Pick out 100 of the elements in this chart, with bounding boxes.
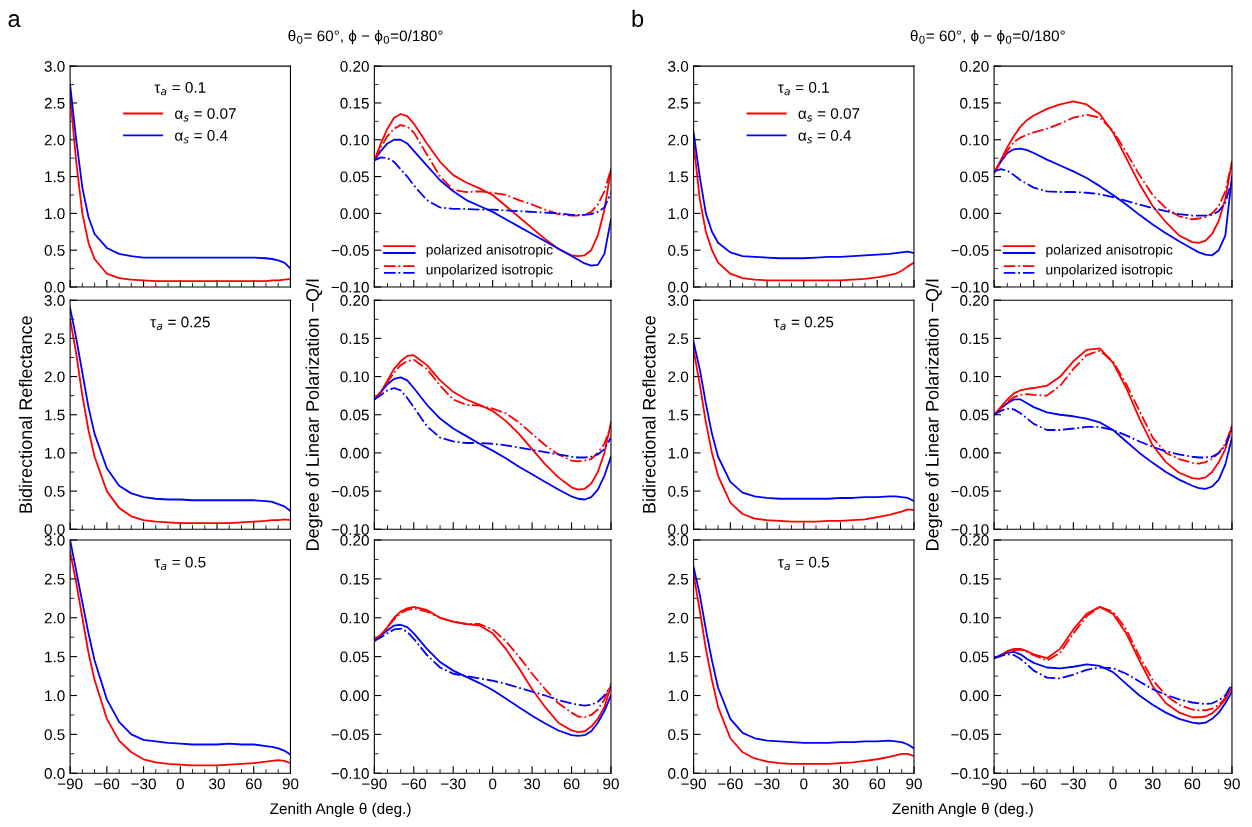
x-tick-label: −60 <box>718 778 743 790</box>
y-tick-label: 0.00 <box>960 447 989 459</box>
y-tick-label: 0.5 <box>668 245 689 256</box>
y-tick-label: 1.5 <box>668 409 689 421</box>
x-tick-label: 60 <box>869 778 886 790</box>
y-tick-label: 3.0 <box>44 61 65 72</box>
x-tick-label: −30 <box>1061 778 1086 790</box>
legend-label: polarized anisotropic <box>426 244 553 258</box>
y-tick-label: −0.05 <box>331 245 369 256</box>
y-tick-label: −0.05 <box>951 485 989 497</box>
y-tick-label: 3.0 <box>668 534 689 546</box>
y-tick-label: 0.00 <box>340 208 369 220</box>
y-tick-label: 0.0 <box>668 524 689 535</box>
y-tick-label: 2.5 <box>668 97 689 109</box>
y-tick-label: 0.10 <box>960 134 989 146</box>
y-tick-label: 1.5 <box>45 409 65 421</box>
y-tick-label: 0.20 <box>340 61 369 72</box>
x-tick-label: 90 <box>603 778 619 790</box>
y-tick-label: 0.15 <box>340 573 369 585</box>
y-tick-label: 1.0 <box>668 690 689 702</box>
y-axis-title: Degree of Linear Polarization −Q/I <box>305 279 323 550</box>
y-tick-label: 1.0 <box>668 447 689 459</box>
text: θ$_{0}$= 60°, ϕ − ϕ$_{0}$=0/180° <box>288 30 443 45</box>
y-tick-label: 0.5 <box>44 485 65 497</box>
y-axis-title: Bidirectional Reflectance <box>18 316 33 513</box>
y-tick-label: 2.5 <box>44 333 65 345</box>
x-tick-label: 90 <box>906 778 922 790</box>
y-tick-label: 3.0 <box>668 61 689 72</box>
y-tick-label: 2.5 <box>44 97 65 109</box>
legend-label: unpolarized isotropic <box>1046 264 1173 278</box>
y-tick-label: 0.05 <box>960 171 989 183</box>
y-tick-label: −0.10 <box>331 281 369 293</box>
y-tick-label: −0.05 <box>951 245 989 256</box>
x-tick-label: −30 <box>131 778 156 790</box>
x-axis-title: Zenith Angle θ (deg.) <box>892 802 1033 818</box>
x-tick-label: −90 <box>57 778 83 790</box>
y-tick-label: 2.5 <box>44 573 65 585</box>
y-axis-title: Degree of Linear Polarization −Q/I <box>925 279 943 550</box>
y-tick-label: 0.15 <box>960 573 989 585</box>
y-tick-label: 0.00 <box>960 690 989 702</box>
y-tick-label: 0.00 <box>340 447 369 459</box>
y-tick-label: 0.05 <box>960 651 989 663</box>
x-tick-label: −90 <box>681 778 706 790</box>
x-tick-label: 90 <box>1224 778 1240 790</box>
x-tick-label: −90 <box>981 778 1007 790</box>
y-tick-label: 0.15 <box>340 333 369 345</box>
text: τ$_{a}$ = 0.25 <box>150 316 210 330</box>
y-tick-label: 0.05 <box>340 651 369 663</box>
y-tick-label: 0.15 <box>960 333 989 345</box>
y-axis-title: Bidirectional Reflectance <box>642 316 656 513</box>
y-tick-label: 0.00 <box>960 208 989 220</box>
y-tick-label: 2.0 <box>44 134 65 146</box>
y-tick-label: 1.5 <box>668 651 689 663</box>
y-tick-label: 0.00 <box>340 690 369 702</box>
y-tick-label: 0.10 <box>960 612 989 624</box>
y-tick-label: 0.0 <box>44 768 65 779</box>
x-tick-label: 60 <box>563 778 580 790</box>
x-tick-label: 30 <box>832 778 849 790</box>
y-tick-label: 1.0 <box>45 447 65 459</box>
y-tick-label: −0.10 <box>951 524 989 535</box>
x-tick-label: 0 <box>489 778 497 790</box>
y-tick-label: 0.5 <box>668 729 689 741</box>
x-tick-label: 90 <box>282 778 299 790</box>
y-tick-label: 3.0 <box>668 295 689 306</box>
x-tick-label: −90 <box>362 778 387 790</box>
legend-label: α$_{s}$ = 0.07 <box>175 108 236 122</box>
x-tick-label: −60 <box>1021 778 1047 790</box>
legend-label: unpolarized isotropic <box>426 264 553 278</box>
y-tick-label: 1.5 <box>45 651 65 663</box>
x-tick-label: −30 <box>441 778 466 790</box>
y-tick-label: 0.5 <box>668 485 689 497</box>
text: a <box>8 14 21 28</box>
y-tick-label: 0.15 <box>340 97 369 109</box>
text: τ$_{a}$ = 0.5 <box>154 556 206 571</box>
x-tick-label: 60 <box>246 778 262 790</box>
y-tick-label: 1.0 <box>668 208 689 220</box>
x-tick-label: 0 <box>800 778 808 790</box>
x-tick-label: 60 <box>1184 778 1201 790</box>
y-tick-label: 0.20 <box>960 295 989 306</box>
y-tick-label: 0.05 <box>340 171 369 183</box>
y-tick-label: 1.5 <box>45 171 65 183</box>
y-tick-label: 2.5 <box>668 333 689 345</box>
y-tick-label: 2.0 <box>668 612 689 624</box>
text: τ$_{a}$ = 0.1 <box>154 81 206 96</box>
line-series <box>693 348 914 523</box>
y-tick-label: 0.15 <box>960 97 989 109</box>
x-tick-label: 0 <box>176 778 184 790</box>
y-tick-label: 0.10 <box>960 371 989 383</box>
y-tick-label: 0.0 <box>668 768 689 779</box>
y-tick-label: −0.10 <box>331 768 369 779</box>
y-tick-label: 0.10 <box>340 612 369 624</box>
y-tick-label: 0.0 <box>44 281 65 293</box>
y-tick-label: −0.10 <box>951 768 989 779</box>
x-tick-label: 0 <box>1109 778 1117 790</box>
line-series <box>693 341 914 502</box>
y-tick-label: 0.20 <box>340 534 369 546</box>
y-tick-label: 2.0 <box>44 371 65 383</box>
legend-label: polarized anisotropic <box>1046 244 1173 258</box>
y-tick-label: 0.10 <box>340 134 369 146</box>
y-tick-label: 2.0 <box>668 134 689 146</box>
